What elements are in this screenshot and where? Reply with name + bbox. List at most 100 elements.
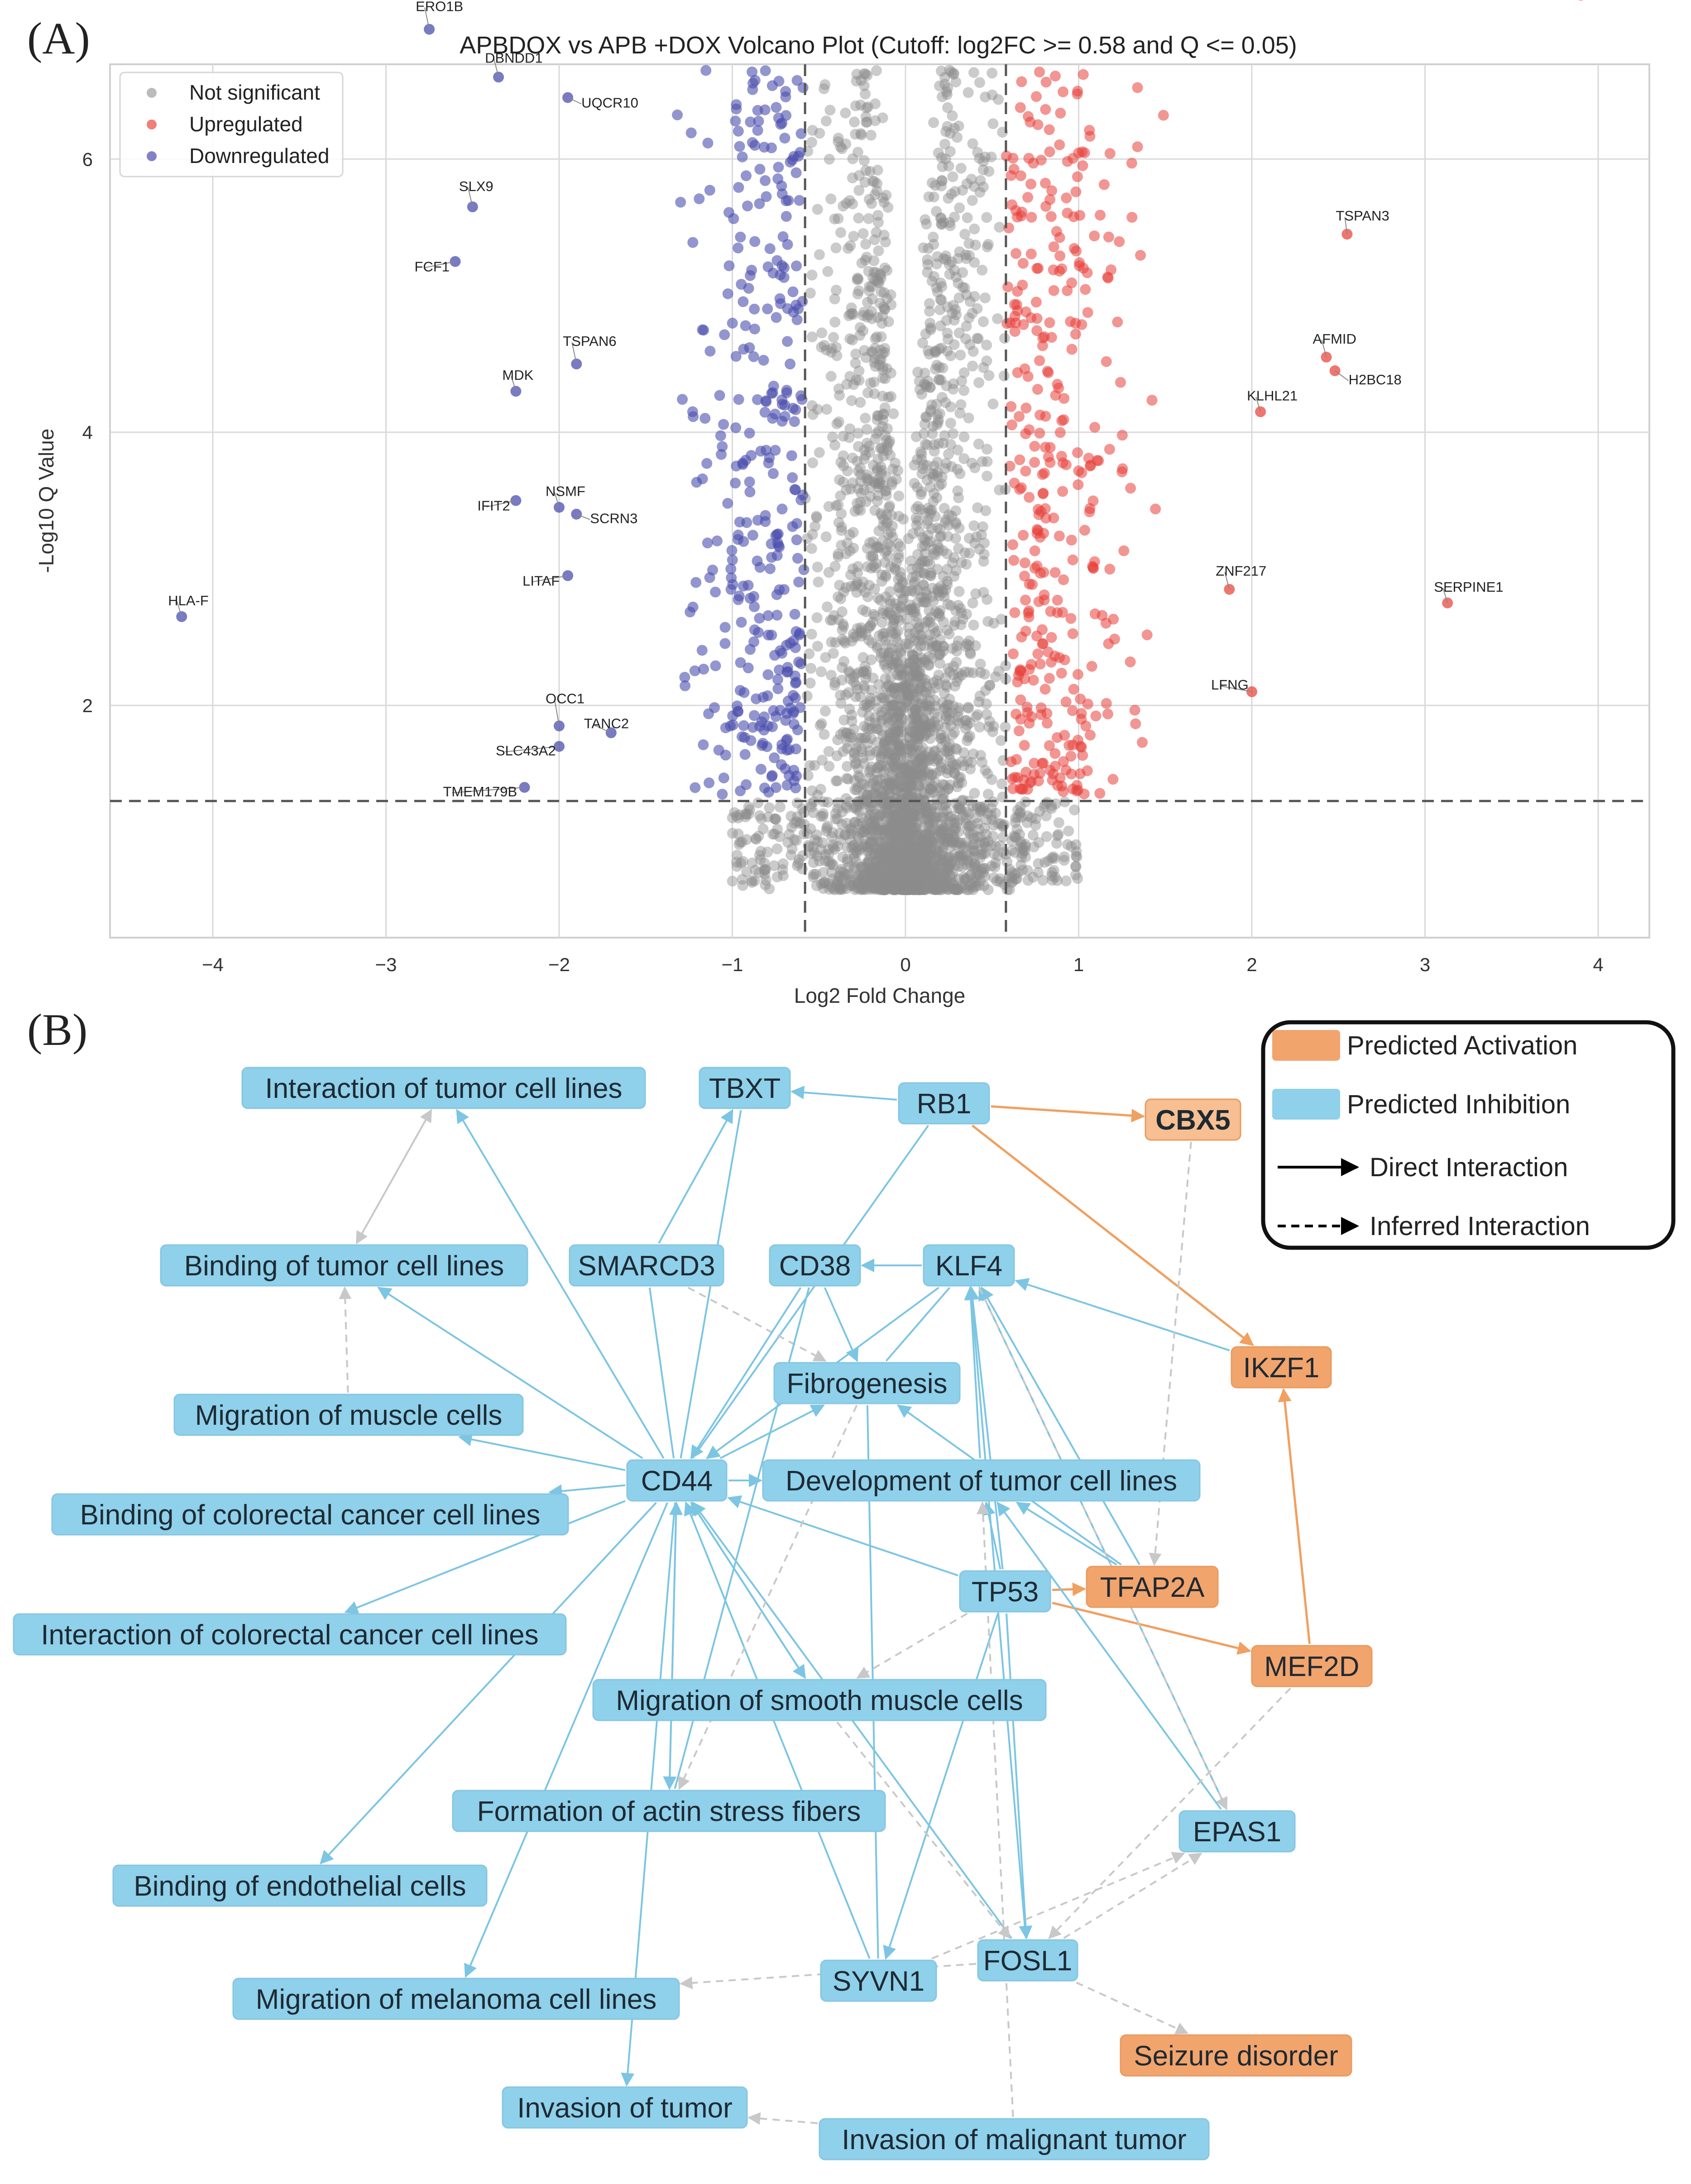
point-not-significant xyxy=(905,859,917,870)
point-not-significant xyxy=(940,714,952,724)
point-not-significant xyxy=(816,327,828,339)
point-not-significant xyxy=(942,564,953,575)
point-not-significant xyxy=(956,881,967,892)
point-not-significant xyxy=(897,865,909,876)
point-downregulated xyxy=(735,231,746,243)
y-tick-labels: 24681012 xyxy=(82,148,93,716)
point-not-significant xyxy=(882,639,893,650)
point-not-significant xyxy=(933,670,944,680)
point-not-significant xyxy=(873,877,885,889)
point-downregulated xyxy=(789,608,800,620)
point-not-significant xyxy=(948,832,960,843)
point-downregulated xyxy=(771,529,783,540)
point-not-significant xyxy=(811,512,822,523)
point-not-significant xyxy=(982,808,993,819)
point-downregulated xyxy=(747,66,758,77)
point-not-significant xyxy=(883,681,894,692)
point-not-significant xyxy=(988,721,999,732)
point-upregulated xyxy=(1031,313,1043,324)
point-upregulated xyxy=(1007,539,1018,551)
point-downregulated xyxy=(685,127,697,139)
point-not-significant xyxy=(912,482,923,493)
point-not-significant xyxy=(862,873,874,885)
point-not-significant xyxy=(923,882,934,893)
point-not-significant xyxy=(911,829,923,841)
point-not-significant xyxy=(900,821,911,832)
point-not-significant xyxy=(923,872,934,883)
point-not-significant xyxy=(1001,884,1013,896)
point-not-significant xyxy=(939,139,950,150)
point-not-significant xyxy=(897,594,908,605)
point-not-significant xyxy=(978,863,989,874)
point-not-significant xyxy=(940,514,952,525)
point-not-significant xyxy=(911,519,922,531)
point-not-significant xyxy=(850,758,861,770)
point-not-significant xyxy=(829,440,840,451)
point-not-significant xyxy=(936,342,947,354)
point-not-significant xyxy=(901,857,912,869)
point-not-significant xyxy=(845,484,856,494)
point-not-significant xyxy=(921,832,932,843)
point-not-significant xyxy=(981,340,992,351)
point-not-significant xyxy=(916,725,928,737)
point-not-significant xyxy=(953,702,964,714)
point-downregulated xyxy=(757,692,769,703)
point-upregulated xyxy=(1158,110,1169,121)
point-not-significant xyxy=(915,682,927,694)
point-not-significant xyxy=(897,841,908,852)
point-not-significant xyxy=(858,307,869,318)
point-not-significant xyxy=(900,684,911,695)
point-not-significant xyxy=(863,309,874,321)
point-not-significant xyxy=(968,181,980,192)
point-not-significant xyxy=(922,439,933,450)
point-not-significant xyxy=(875,824,886,836)
network-node-label: Seizure disorder xyxy=(1134,2040,1338,2072)
point-upregulated xyxy=(1066,535,1077,546)
point-not-significant xyxy=(862,101,874,113)
point-not-significant xyxy=(908,607,919,618)
point-not-significant xyxy=(878,450,889,462)
point-not-significant xyxy=(862,387,873,398)
point-not-significant xyxy=(926,523,937,534)
point-downregulated xyxy=(755,445,766,457)
point-not-significant xyxy=(878,514,889,525)
point-not-significant xyxy=(929,853,940,865)
point-not-significant xyxy=(900,638,911,650)
point-downregulated xyxy=(787,472,798,483)
point-not-significant xyxy=(932,625,943,637)
point-not-significant xyxy=(952,485,963,497)
point-not-significant xyxy=(899,880,910,891)
point-not-significant xyxy=(931,794,942,805)
point-not-significant xyxy=(917,463,929,474)
point-not-significant xyxy=(873,811,885,823)
point-not-significant xyxy=(910,797,922,808)
point-upregulated xyxy=(1006,401,1017,412)
gene-label: FCF1 xyxy=(415,259,450,275)
point-not-significant xyxy=(907,881,919,892)
point-not-significant xyxy=(918,879,929,890)
point-not-significant xyxy=(856,817,867,828)
point-downregulated xyxy=(743,580,754,591)
point-not-significant xyxy=(910,772,922,783)
point-not-significant xyxy=(888,752,900,763)
point-not-significant xyxy=(981,709,992,720)
point-not-significant xyxy=(969,462,981,474)
point-upregulated xyxy=(1040,104,1051,115)
point-not-significant xyxy=(886,476,898,488)
point-not-significant xyxy=(905,863,916,875)
point-not-significant xyxy=(894,718,905,729)
point-not-significant xyxy=(849,506,861,517)
point-not-significant xyxy=(917,862,929,873)
point-not-significant xyxy=(834,883,846,895)
point-not-significant xyxy=(942,599,953,610)
point-not-significant xyxy=(911,646,923,657)
point-not-significant xyxy=(882,538,894,549)
point-not-significant xyxy=(963,87,974,98)
point-not-significant xyxy=(947,856,958,867)
point-upregulated xyxy=(1044,124,1055,135)
network-node-label: SYVN1 xyxy=(833,1966,925,1997)
point-not-significant xyxy=(875,835,886,847)
point-not-significant xyxy=(952,132,963,143)
point-not-significant xyxy=(925,881,937,892)
